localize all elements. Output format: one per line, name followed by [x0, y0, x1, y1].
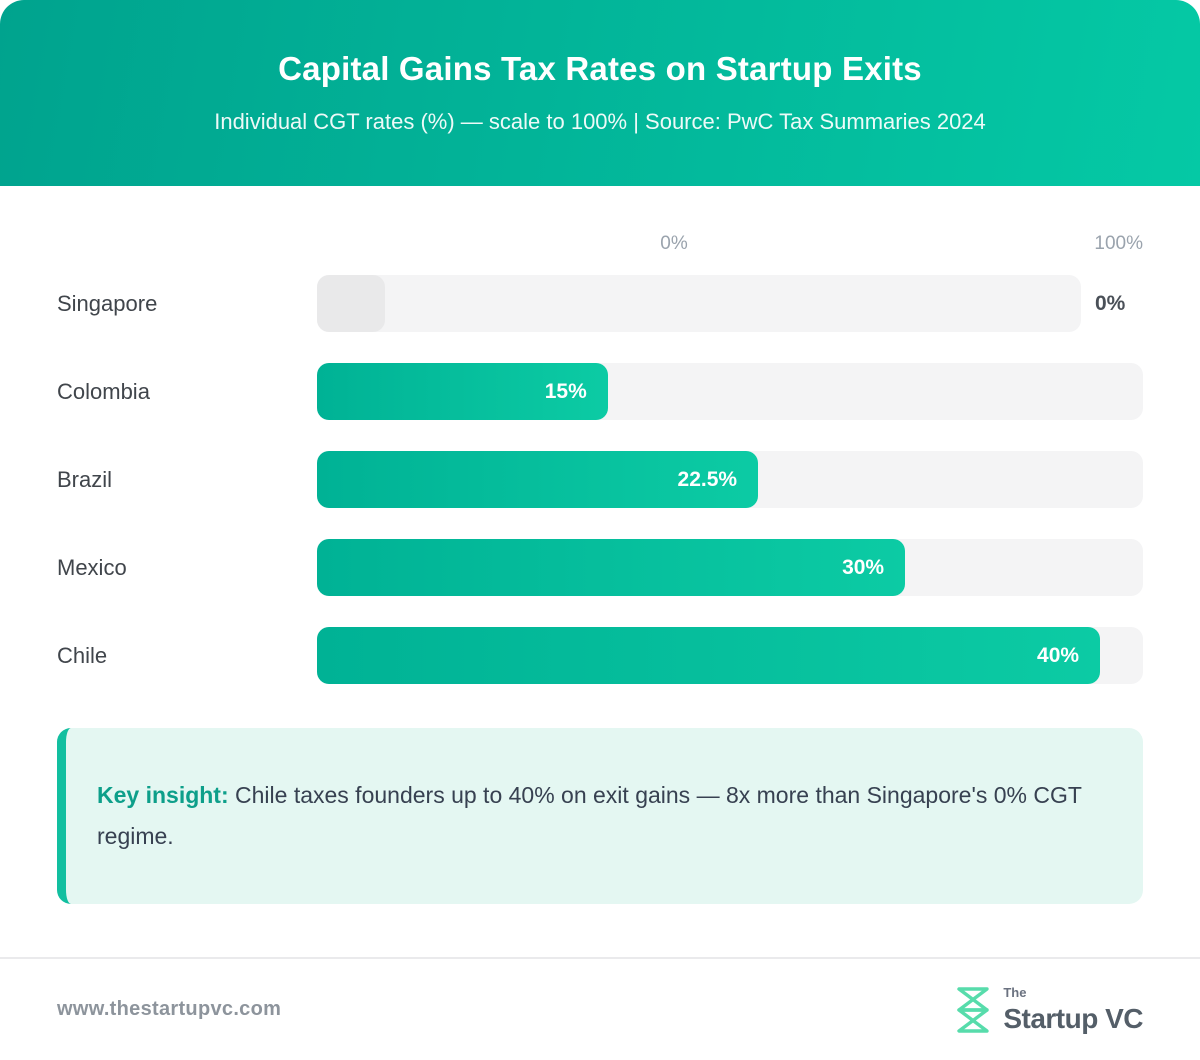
bar-row-singapore: Singapore 0%	[57, 275, 1143, 332]
bar-row-brazil: Brazil 22.5%	[57, 451, 1143, 508]
bar-track: 30%	[317, 539, 1143, 596]
value-label: 22.5%	[677, 467, 738, 491]
bar-track: 15%	[317, 363, 1143, 420]
axis-tick-0: 0%	[660, 233, 688, 254]
page-subtitle: Individual CGT rates (%) — scale to 100%…	[214, 109, 986, 134]
bar-chart: 0% 100% Singapore 0% Colombia 15% Brazil…	[0, 186, 1200, 684]
footer: www.thestartupvc.com The Startup VC	[0, 959, 1200, 1060]
key-insight-box: Key insight: Chile taxes founders up to …	[57, 728, 1143, 904]
category-label: Singapore	[57, 290, 158, 316]
value-label: 0%	[1095, 291, 1126, 315]
header: Capital Gains Tax Rates on Startup Exits…	[0, 0, 1200, 186]
value-label: 40%	[1037, 643, 1080, 667]
axis-row: 0% 100%	[57, 221, 1143, 261]
bar-row-colombia: Colombia 15%	[57, 363, 1143, 420]
bar-track: 22.5%	[317, 451, 1143, 508]
footer-divider	[0, 957, 1200, 959]
category-label: Mexico	[57, 554, 127, 580]
key-insight-label: Key insight:	[97, 782, 229, 808]
bar-fill: 22.5%	[317, 451, 759, 508]
bar-track: 40%	[317, 627, 1143, 684]
bar-track	[317, 275, 1081, 332]
bar-fill: 15%	[317, 363, 608, 420]
bar-row-chile: Chile 40%	[57, 627, 1143, 684]
bar-fill: 40%	[317, 627, 1101, 684]
bar-row-mexico: Mexico 30%	[57, 539, 1143, 596]
website-url: www.thestartupvc.com	[57, 998, 282, 1020]
brand-logo-name: Startup VC	[1003, 1002, 1143, 1034]
value-label: 15%	[544, 379, 587, 403]
brand-logo: The Startup VC	[954, 985, 1143, 1035]
value-label: 30%	[842, 555, 885, 579]
brand-logo-text: The Startup VC	[1003, 985, 1143, 1035]
category-label: Colombia	[57, 378, 150, 404]
bar-fill	[317, 275, 385, 332]
startup-vc-logo-icon	[954, 985, 992, 1035]
key-insight-text: Chile taxes founders up to 40% on exit g…	[97, 782, 1082, 849]
bar-fill: 30%	[317, 539, 906, 596]
page-title: Capital Gains Tax Rates on Startup Exits	[278, 50, 922, 87]
brand-logo-the: The	[1003, 984, 1027, 1000]
axis-tick-100: 100%	[1094, 233, 1143, 254]
category-label: Chile	[57, 642, 108, 668]
category-label: Brazil	[57, 466, 113, 492]
